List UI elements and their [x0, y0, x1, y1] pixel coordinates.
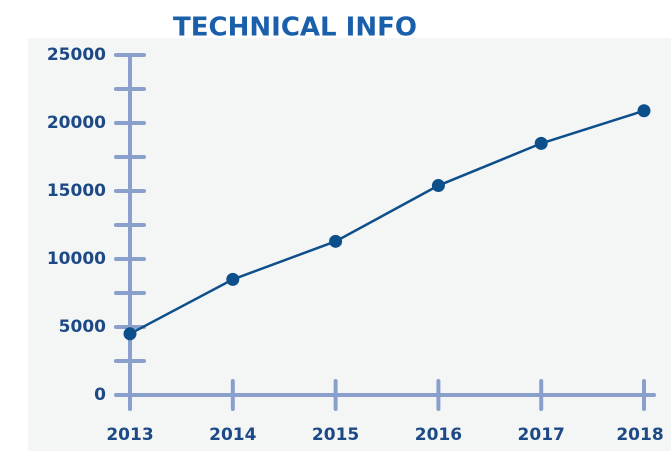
x-tick-label: 2016	[415, 425, 462, 445]
y-tick-label: 15000	[47, 181, 106, 201]
plot-background	[28, 38, 671, 451]
line	[129, 109, 645, 335]
x-tick-label: 2013	[106, 425, 153, 445]
x-tick-label: 2018	[616, 425, 663, 445]
y-tick-label: 25000	[47, 45, 106, 65]
marker	[431, 179, 445, 193]
y-tick-label: 0	[94, 385, 106, 405]
y-tick-label: 10000	[47, 249, 106, 269]
marker	[637, 104, 651, 118]
marker	[534, 136, 548, 150]
x-tick-label: 2017	[518, 425, 565, 445]
x-tick-label: 2014	[209, 425, 256, 445]
marker	[226, 272, 240, 286]
y-tick-label: 5000	[59, 317, 106, 337]
chart-title: TECHNICAL INFO	[173, 13, 417, 43]
marker	[329, 234, 343, 248]
marker	[123, 327, 137, 341]
y-tick-label: 20000	[47, 113, 106, 133]
x-tick-label: 2015	[312, 425, 359, 445]
